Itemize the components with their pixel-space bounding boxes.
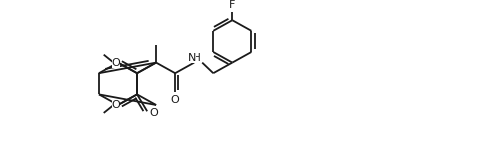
Text: N: N — [188, 53, 196, 63]
Text: H: H — [193, 53, 201, 63]
Text: O: O — [171, 95, 180, 105]
Text: O: O — [112, 100, 121, 110]
Text: F: F — [229, 0, 236, 10]
Text: O: O — [112, 58, 121, 68]
Text: O: O — [150, 108, 159, 118]
